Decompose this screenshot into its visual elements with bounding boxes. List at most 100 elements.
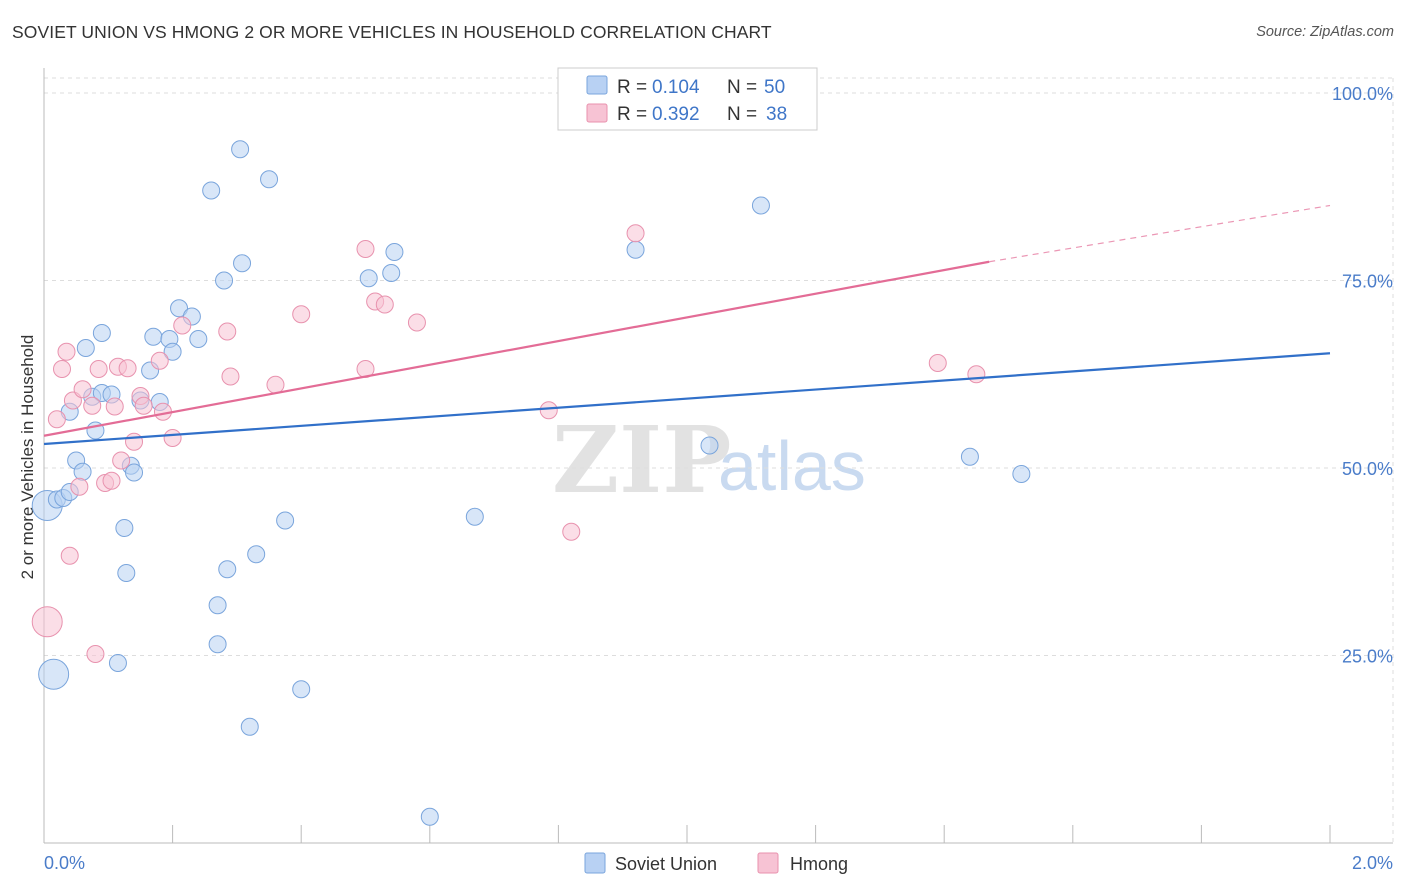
hmong-point	[967, 365, 986, 384]
hmong-point	[134, 396, 153, 415]
soviet-union-point	[215, 271, 234, 290]
hmong-trend-line	[43, 260, 990, 437]
x-tick-label-start: 0.0%	[44, 853, 85, 873]
hmong-point	[626, 224, 645, 243]
hmong-point	[218, 322, 237, 341]
legend-soviet-n-label: N =	[727, 77, 757, 98]
hmong-point	[89, 360, 108, 378]
soviet-union-point	[960, 447, 979, 466]
soviet-union-point	[751, 196, 770, 215]
legend-hmong-r-label: R =	[617, 104, 647, 125]
hmong-point	[150, 351, 169, 370]
soviet-union-point	[76, 339, 95, 357]
y-tick-label: 100.0%	[1332, 84, 1393, 104]
soviet-union-point	[144, 327, 163, 346]
soviet-union-point	[700, 436, 719, 455]
hmong-point	[539, 401, 558, 420]
hmong-trend-line-extension	[989, 204, 1331, 263]
soviet-union-point	[247, 545, 266, 564]
hmong-point	[407, 313, 426, 332]
soviet-union-point	[163, 342, 182, 361]
y-tick-label: 75.0%	[1342, 272, 1393, 292]
soviet-union-point	[420, 807, 439, 826]
hmong-point	[928, 354, 947, 372]
tick-labels: 25.0% 50.0% 75.0% 100.0% 0.0% 2.0%	[44, 84, 1393, 873]
soviet-union-point	[108, 654, 127, 672]
hmong-point	[375, 295, 394, 314]
hmong-point	[356, 240, 375, 258]
soviet-union-point	[240, 717, 259, 736]
soviet-union-point	[189, 330, 208, 348]
hmong-point	[73, 380, 92, 399]
soviet-union-point	[73, 462, 92, 481]
legend-bottom-soviet-swatch	[584, 852, 606, 874]
soviet-union-point	[1012, 465, 1031, 483]
soviet-union-point	[115, 519, 134, 537]
soviet-union-point	[382, 264, 401, 282]
hmong-point	[562, 522, 581, 541]
legend-soviet-r-label: R =	[617, 77, 647, 98]
hmong-point	[173, 316, 192, 335]
soviet-union-point	[218, 560, 237, 579]
x-tick-label-end: 2.0%	[1352, 853, 1393, 873]
legend-hmong-n-label: N =	[727, 104, 757, 125]
hmong-points	[31, 224, 986, 663]
legend-bottom-hmong-swatch	[757, 852, 779, 874]
hmong-point	[102, 471, 121, 490]
watermark-zip: ZIP	[552, 406, 731, 514]
soviet-union-points	[31, 140, 1031, 826]
soviet-union-point	[276, 511, 295, 530]
chart-title: SOVIET UNION VS HMONG 2 OR MORE VEHICLES…	[12, 22, 772, 42]
legend-bottom: Soviet Union Hmong	[584, 852, 848, 874]
legend-bottom-soviet-label: Soviet Union	[615, 854, 717, 874]
hmong-point	[125, 432, 144, 451]
legend-hmong-swatch	[586, 103, 608, 123]
soviet-union-point	[231, 140, 250, 159]
axes	[43, 68, 1393, 844]
legend-soviet-n-value: 50	[764, 77, 785, 98]
hmong-point	[221, 367, 240, 386]
soviet-union-trend-line	[43, 352, 1331, 446]
hmong-point	[83, 396, 102, 415]
source-credit: Source: ZipAtlas.com	[1256, 24, 1394, 40]
legend-top: R = 0.104 N = 50 R = 0.392 N = 38	[557, 67, 818, 131]
watermark-atlas: atlas	[718, 427, 866, 505]
soviet-union-point	[208, 596, 227, 615]
y-tick-label: 25.0%	[1342, 647, 1393, 667]
soviet-union-point	[202, 181, 221, 200]
hmong-point	[47, 410, 66, 429]
soviet-union-point	[208, 635, 227, 654]
soviet-union-point	[125, 463, 144, 482]
soviet-union-point	[117, 564, 136, 582]
hmong-point	[118, 359, 137, 378]
soviet-union-point	[465, 507, 484, 526]
hmong-point	[105, 397, 124, 416]
soviet-union-point	[170, 299, 189, 318]
soviet-union-point	[359, 269, 378, 288]
soviet-union-point	[38, 658, 70, 690]
hmong-point	[57, 342, 76, 361]
legend-hmong-r-value: 0.392	[652, 104, 700, 125]
hmong-point	[112, 451, 131, 470]
hmong-point	[163, 429, 182, 447]
soviet-union-point	[385, 243, 404, 261]
hmong-point	[292, 305, 311, 324]
soviet-union-point	[92, 324, 111, 342]
legend-soviet-swatch	[586, 75, 608, 95]
trend-lines	[43, 204, 1331, 446]
legend-soviet-r-value: 0.104	[652, 77, 700, 98]
soviet-union-point	[626, 240, 645, 259]
soviet-union-point	[260, 170, 279, 189]
hmong-point	[60, 546, 79, 565]
y-axis-label: 2 or more Vehicles in Household	[18, 335, 37, 580]
legend-hmong-n-value: 38	[766, 104, 787, 125]
hmong-point	[86, 645, 105, 663]
hmong-point	[31, 606, 63, 638]
soviet-union-point	[292, 680, 311, 699]
legend-bottom-hmong-label: Hmong	[790, 854, 848, 874]
hmong-point	[266, 375, 285, 394]
hmong-point	[70, 477, 89, 496]
soviet-union-point	[233, 254, 252, 273]
hmong-point	[53, 360, 72, 378]
